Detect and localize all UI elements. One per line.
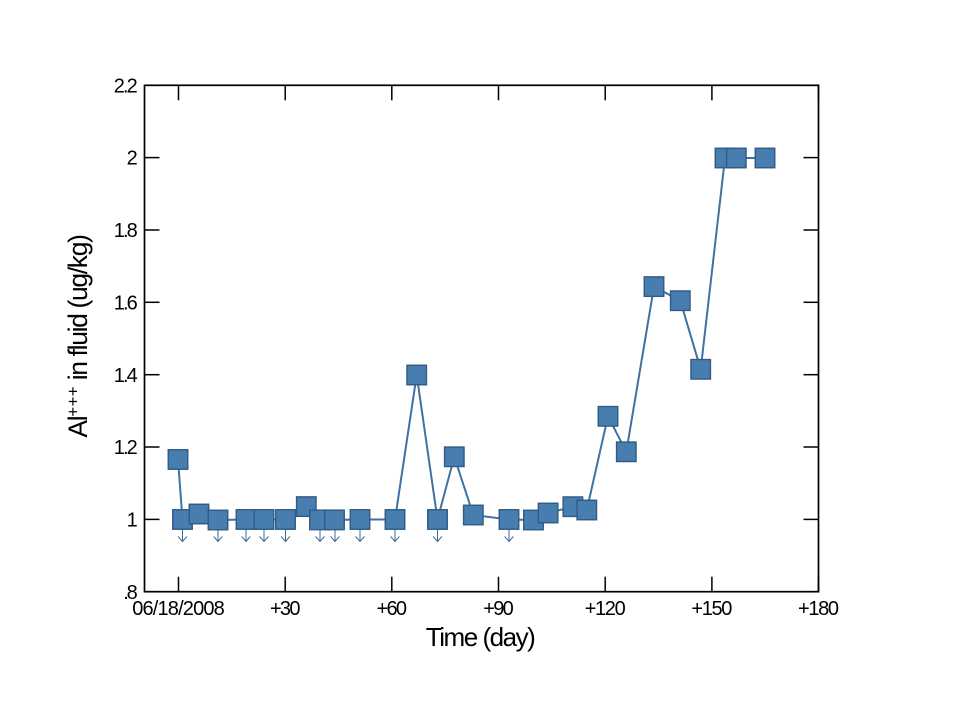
svg-text:+30: +30	[270, 598, 301, 620]
svg-text:.8: .8	[123, 582, 138, 604]
svg-text:Time (day): Time (day)	[426, 622, 536, 652]
svg-text:2.2: 2.2	[114, 75, 138, 97]
svg-text:+60: +60	[377, 598, 408, 620]
svg-text:06/18/2008: 06/18/2008	[132, 598, 225, 620]
svg-text:Al+++ in fluid (ug/kg): Al+++ in fluid (ug/kg)	[63, 235, 93, 438]
svg-text:+90: +90	[483, 598, 514, 620]
svg-text:1.4: 1.4	[114, 365, 138, 387]
svg-text:+150: +150	[691, 598, 732, 620]
svg-text:+120: +120	[585, 598, 626, 620]
svg-text:1: 1	[127, 510, 138, 532]
svg-text:+180: +180	[798, 598, 839, 620]
svg-text:1.2: 1.2	[114, 437, 138, 459]
svg-text:1.6: 1.6	[114, 292, 138, 314]
svg-text:2: 2	[127, 148, 138, 170]
svg-text:1.8: 1.8	[114, 220, 138, 242]
